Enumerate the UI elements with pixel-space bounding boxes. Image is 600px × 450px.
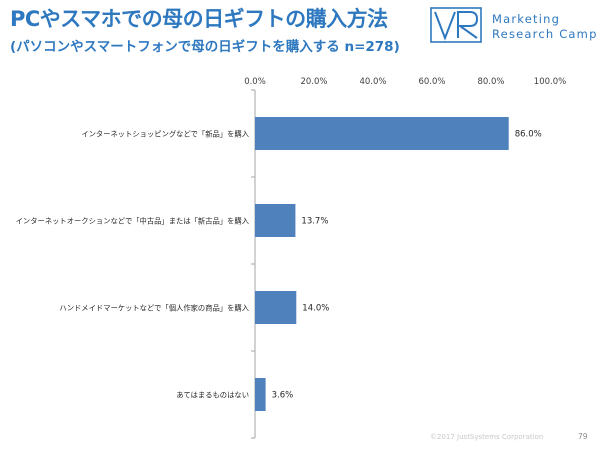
- category-label: ハンドメイドマーケットなどで「個人作家の商品」を購入: [59, 304, 249, 313]
- page-number: 79: [578, 432, 588, 441]
- chart-axis: [251, 89, 256, 439]
- value-label: 13.7%: [301, 217, 328, 227]
- bar: [255, 378, 266, 411]
- tick-labels: 0.0% 20.0% 40.0% 60.0% 80.0% 100.0%: [244, 77, 566, 87]
- tick-label: 100.0%: [534, 77, 566, 87]
- bar: [255, 204, 296, 237]
- bars: [255, 117, 509, 411]
- value-label: 14.0%: [302, 304, 329, 314]
- brand-logo: Marketing Research Camp: [430, 6, 598, 46]
- value-label: 86.0%: [515, 130, 542, 140]
- bar: [255, 117, 509, 150]
- value-label: 3.6%: [272, 391, 294, 401]
- logo-line-2: Research Camp: [492, 27, 598, 41]
- value-labels: 86.0% 13.7% 14.0% 3.6%: [272, 130, 542, 401]
- tick-label: 80.0%: [477, 77, 504, 87]
- bar: [255, 291, 297, 324]
- copyright-text: ©2017 JustSystems Corporation: [430, 433, 544, 441]
- tick-label: 40.0%: [359, 77, 386, 87]
- tick-label: 20.0%: [300, 77, 327, 87]
- tick-label: 0.0%: [244, 77, 266, 87]
- category-label: インターネットオークションなどで「中古品」または「新古品」を購入: [16, 217, 250, 226]
- vr-logo-icon: [430, 7, 482, 43]
- page-title: PCやスマホでの母の日ギフトの購入方法: [10, 7, 388, 31]
- category-label: あてはまるものはない: [176, 391, 249, 400]
- page-subtitle: (パソコンやスマートフォンで母の日ギフトを購入する n=278): [10, 39, 400, 55]
- tick-label: 60.0%: [418, 77, 445, 87]
- logo-line-1: Marketing: [492, 12, 561, 26]
- category-labels: インターネットショッピングなどで「新品」を購入インターネットオークションなどで「…: [16, 130, 250, 400]
- category-label: インターネットショッピングなどで「新品」を購入: [81, 130, 249, 139]
